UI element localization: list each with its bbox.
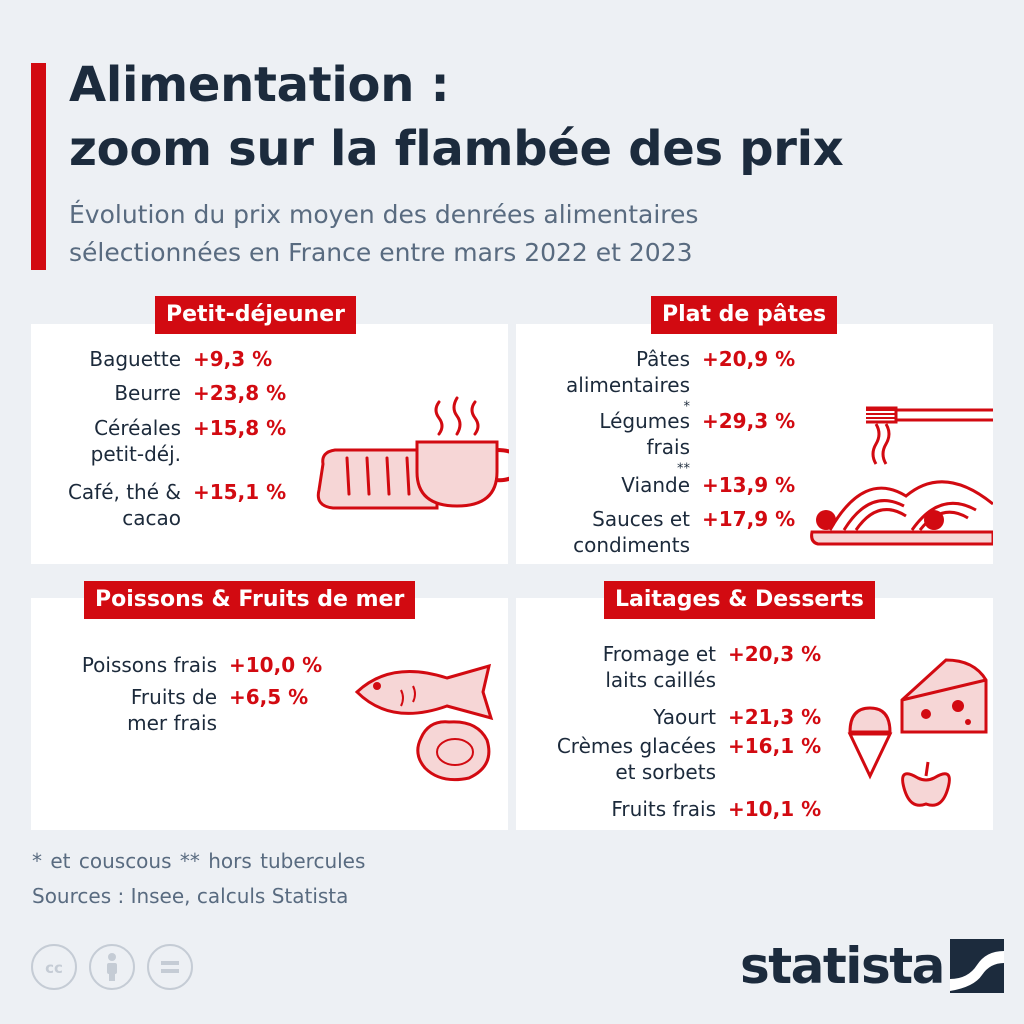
item-label: Baguette	[89, 347, 181, 371]
accent-bar	[31, 63, 46, 270]
item-label: Sauces et	[592, 507, 690, 531]
tomato-icon	[816, 510, 944, 530]
item-value: +9,3 %	[193, 347, 273, 371]
fork-icon	[866, 406, 993, 465]
cc-icon[interactable]: cc	[31, 944, 77, 990]
item-label-line-2: condiments	[573, 533, 690, 557]
item-label: Yaourt	[653, 705, 716, 729]
license-icons: cc	[31, 944, 193, 990]
item-fromage: Fromage et laits caillés +20,3 %	[516, 641, 821, 693]
category-tag-poissons: Poissons & Fruits de mer	[84, 581, 416, 619]
item-label: Crèmes glacées	[556, 734, 716, 758]
cheese-icon	[900, 658, 988, 734]
item-value: +21,3 %	[728, 705, 822, 729]
item-legumes: Légumes frais ** +29,3 %	[516, 408, 795, 486]
item-label-line-2: frais	[646, 435, 691, 459]
oyster-icon	[416, 720, 491, 782]
category-tag-plat-de-pates: Plat de pâtes	[651, 296, 838, 334]
category-tag-laitages: Laitages & Desserts	[604, 581, 875, 619]
dairy-illustration	[847, 658, 988, 807]
card-petit-dejeuner: Baguette +9,3 % Beurre +23,8 % Céréales …	[31, 324, 509, 564]
item-label: Viande	[621, 473, 690, 497]
footnote-marker: **	[677, 461, 690, 477]
fish-icon	[354, 663, 494, 721]
item-baguette: Baguette +9,3 %	[31, 346, 272, 372]
item-label: Pâtes	[636, 347, 690, 371]
title-line-1: Alimentation :	[69, 57, 450, 113]
item-label-line-2: mer frais	[127, 711, 217, 735]
subtitle-line-2: sélectionnées en France entre mars 2022 …	[69, 238, 693, 267]
item-value: +10,0 %	[229, 653, 323, 677]
item-label: Café, thé &	[67, 480, 181, 504]
item-viande: Viande +13,9 %	[516, 472, 795, 498]
no-derivatives-icon[interactable]	[147, 944, 193, 990]
item-cereales: Céréales petit-déj. +15,8 %	[31, 415, 286, 467]
item-value: +23,8 %	[193, 381, 287, 405]
pasta-plate-icon	[810, 480, 993, 546]
item-label: Poissons frais	[81, 653, 217, 677]
brand-name: statista	[740, 937, 945, 995]
category-tag-petit-dejeuner: Petit-déjeuner	[155, 296, 356, 334]
item-value: +20,9 %	[702, 347, 796, 371]
item-value: +13,9 %	[702, 473, 796, 497]
item-fruits-de-mer: Fruits de mer frais +6,5 %	[31, 684, 308, 736]
footnote: * et couscous ** hors tubercules	[32, 849, 366, 873]
chart-title: Alimentation : zoom sur la flambée des p…	[69, 53, 844, 181]
bread-icon	[316, 448, 439, 510]
ice-cream-icon	[847, 706, 893, 780]
item-yaourt: Yaourt +21,3 %	[516, 704, 821, 730]
item-value: +15,8 %	[193, 416, 287, 440]
attribution-icon[interactable]	[89, 944, 135, 990]
item-label-line-2: laits caillés	[605, 668, 716, 692]
item-poissons-frais: Poissons frais +10,0 %	[31, 652, 322, 678]
item-label: Fromage et	[602, 642, 716, 666]
chart-subtitle: Évolution du prix moyen des denrées alim…	[69, 196, 698, 272]
card-laitages: Fromage et laits caillés +20,3 % Yaourt …	[516, 598, 993, 830]
item-label: Fruits frais	[611, 797, 716, 821]
item-value: +17,9 %	[702, 507, 796, 531]
item-label: Légumes	[599, 409, 690, 433]
svg-text:cc: cc	[45, 959, 63, 977]
card-poissons: Poissons frais +10,0 % Fruits de mer fra…	[31, 598, 508, 830]
item-beurre: Beurre +23,8 %	[31, 380, 286, 406]
sources: Sources : Insee, calculs Statista	[32, 884, 349, 908]
item-label-line-2: petit-déj.	[90, 442, 181, 466]
item-value: +6,5 %	[229, 685, 309, 709]
item-pates: Pâtes alimentaires * +20,9 %	[516, 346, 795, 424]
item-cafe: Café, thé & cacao +15,1 %	[31, 479, 286, 531]
statista-logo[interactable]: statista	[740, 936, 1004, 996]
item-label-line-2: et sorbets	[615, 760, 716, 784]
item-value: +16,1 %	[728, 734, 822, 758]
item-fruits-frais: Fruits frais +10,1 %	[516, 796, 821, 822]
footnote-marker: *	[683, 399, 691, 415]
item-label-line-2: alimentaires	[566, 373, 690, 397]
card-plat-de-pates: Pâtes alimentaires * +20,9 % Légumes fra…	[516, 324, 993, 564]
breakfast-illustration	[316, 396, 509, 510]
item-value: +10,1 %	[728, 797, 822, 821]
coffee-cup-icon	[415, 396, 509, 508]
item-value: +29,3 %	[702, 409, 796, 433]
item-label: Fruits de	[130, 685, 217, 709]
subtitle-line-1: Évolution du prix moyen des denrées alim…	[69, 200, 699, 229]
pasta-illustration	[810, 406, 993, 546]
statista-logo-icon	[949, 939, 1004, 993]
title-line-2: zoom sur la flambée des prix	[69, 121, 844, 177]
apple-icon	[901, 761, 951, 807]
item-sauces: Sauces et condiments +17,9 %	[516, 506, 795, 558]
item-cremes-glacees: Crèmes glacées et sorbets +16,1 %	[516, 733, 821, 785]
item-label: Céréales	[94, 416, 181, 440]
item-label-line-2: cacao	[122, 506, 181, 530]
item-value: +15,1 %	[193, 480, 287, 504]
item-label: Beurre	[114, 381, 181, 405]
seafood-illustration	[354, 663, 494, 782]
item-value: +20,3 %	[728, 642, 822, 666]
